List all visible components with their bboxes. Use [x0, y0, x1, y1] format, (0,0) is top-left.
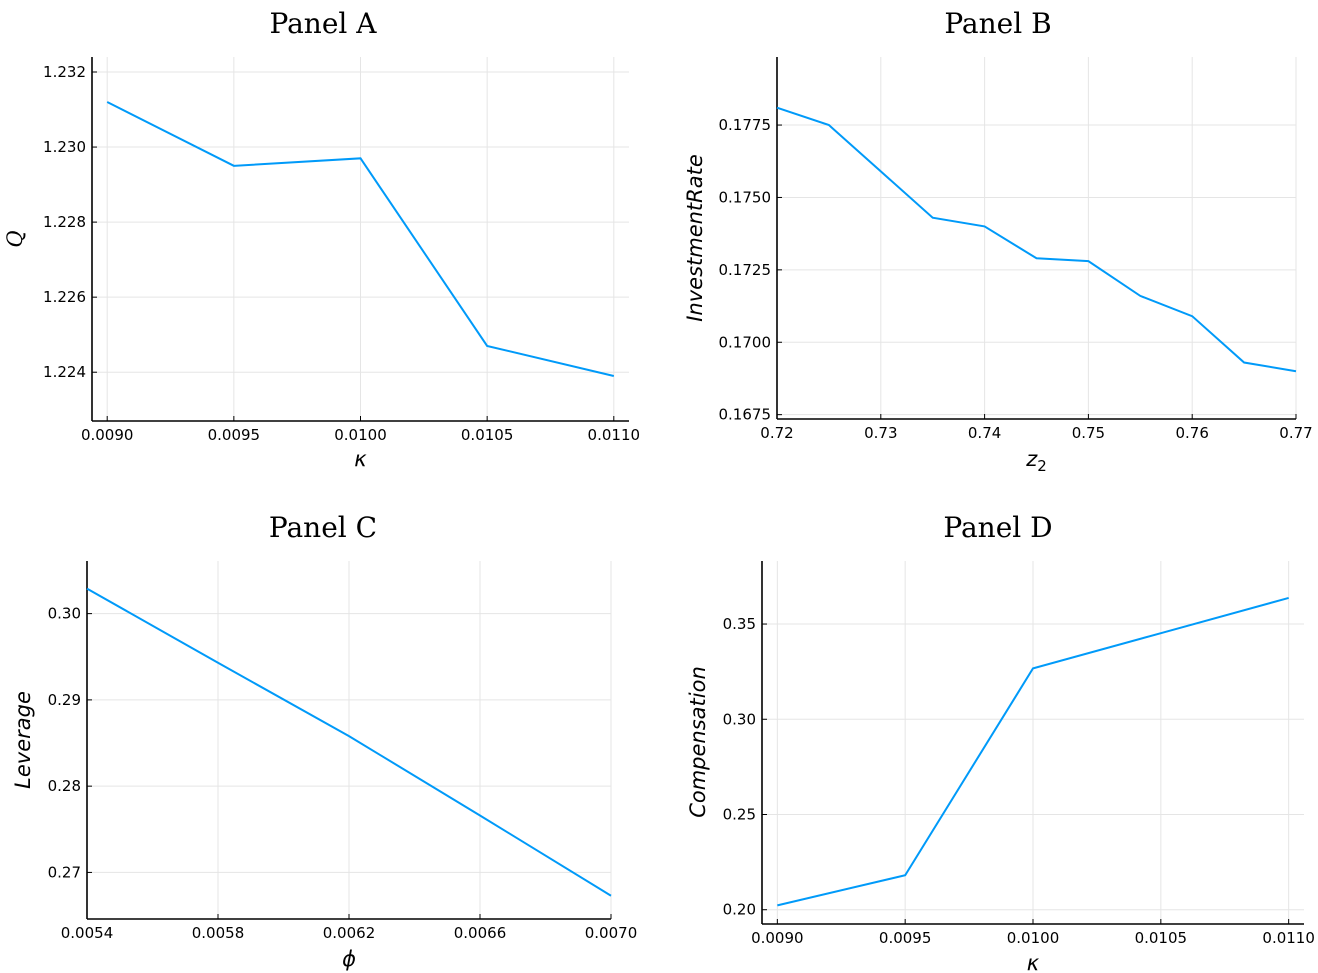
y-tick-label: 1.230 [43, 138, 86, 156]
x-tick-label: 0.76 [1175, 424, 1208, 442]
y-tick-label: 1.224 [43, 363, 86, 381]
chart-panel-b: 0.72 0.73 0.74 0.75 0.76 0.77 0.1675 0.1700 0.17… [683, 7, 1313, 475]
y-tick-label: 0.30 [723, 710, 756, 728]
x-tick-label: 0.0066 [454, 924, 507, 942]
series-line [776, 106, 1297, 373]
x-tick-label: 0.0058 [192, 924, 245, 942]
x-tick-label: 0.0110 [588, 426, 641, 444]
chart-panel-a: 0.0090 0.0095 0.0100 0.0105 0.0110 1.224 1.226… [3, 7, 640, 471]
x-tick-label: 0.72 [760, 424, 793, 442]
x-tick-label: 0.0090 [81, 426, 134, 444]
x-tick-label: 0.0105 [461, 426, 514, 444]
panel-title: Panel A [270, 7, 378, 40]
x-tick-label: 0.77 [1279, 424, 1312, 442]
x-axis-label: κ [1027, 951, 1040, 973]
x-tick-label: 0.0110 [1262, 929, 1315, 947]
y-tick-label: 0.1725 [719, 261, 772, 279]
y-tick-label: 1.232 [43, 63, 86, 81]
series-line [106, 101, 615, 377]
x-axis-label: κ [354, 447, 367, 471]
chart-panel-c: 0.0054 0.0058 0.0062 0.0066 0.0070 0.27 0.28 0.… [11, 511, 637, 971]
y-axis-label: Compensation [686, 666, 710, 818]
y-tick-label: 0.27 [48, 863, 81, 881]
y-tick-label: 0.30 [48, 605, 81, 623]
x-tick-label: 0.73 [864, 424, 897, 442]
y-tick-label: 0.28 [48, 777, 81, 795]
x-tick-label: 0.0100 [334, 426, 387, 444]
x-tick-label: 0.0054 [61, 924, 114, 942]
y-tick-label: 1.228 [43, 213, 86, 231]
panel-title: Panel D [943, 511, 1052, 544]
y-tick-label: 0.1775 [719, 116, 772, 134]
y-tick-label: 0.1700 [719, 333, 772, 351]
panel-title: Panel C [269, 511, 377, 544]
y-axis-label: Q [3, 230, 27, 247]
y-tick-label: 0.1750 [719, 188, 772, 206]
x-axis-label: ϕ [342, 947, 356, 971]
chart-panel-d: 0.0090 0.0095 0.0100 0.0105 0.0110 0.20 0.25 0.… [686, 511, 1315, 973]
x-tick-label: 0.0070 [585, 924, 638, 942]
x-axis-label: z2 [1025, 447, 1047, 475]
y-tick-label: 1.226 [43, 288, 86, 306]
x-tick-label: 0.0090 [751, 929, 804, 947]
y-tick-label: 0.1675 [719, 406, 772, 424]
x-tick-label: 0.0095 [879, 929, 932, 947]
x-tick-label: 0.0062 [323, 924, 376, 942]
x-tick-label: 0.74 [968, 424, 1001, 442]
x-tick-label: 0.0105 [1135, 929, 1188, 947]
y-axis-label: Leverage [11, 691, 35, 789]
y-tick-label: 0.29 [48, 691, 81, 709]
series-line [86, 587, 612, 897]
y-tick-label: 0.35 [723, 615, 756, 633]
series-line [777, 596, 1289, 907]
y-axis-label: InvestmentRate [683, 154, 707, 322]
panel-title: Panel B [944, 7, 1051, 40]
x-tick-label: 0.75 [1072, 424, 1105, 442]
x-tick-label: 0.0095 [208, 426, 261, 444]
x-tick-label: 0.0100 [1007, 929, 1060, 947]
y-tick-label: 0.20 [723, 901, 756, 919]
y-tick-label: 0.25 [723, 805, 756, 823]
